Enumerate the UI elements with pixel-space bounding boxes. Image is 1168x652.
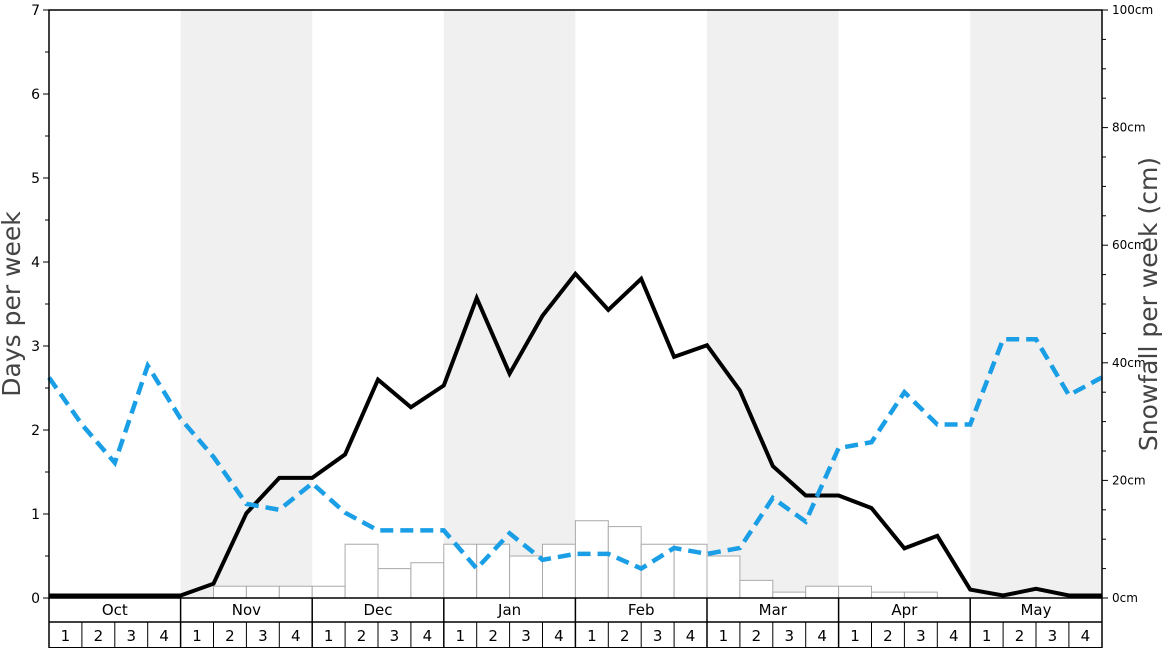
y2-tick-label: 100cm <box>1112 3 1153 17</box>
week-label: 4 <box>159 627 169 645</box>
week-label: 4 <box>554 627 564 645</box>
week-label: 4 <box>686 627 696 645</box>
y2-tick-label: 40cm <box>1112 356 1146 370</box>
month-label: Jan <box>497 601 521 619</box>
snowfall-bar <box>772 591 807 599</box>
snowfall-bar <box>509 555 544 599</box>
snowfall-bar <box>213 585 247 599</box>
snowfall-bar <box>377 568 412 599</box>
week-label: 1 <box>719 627 729 645</box>
week-label: 1 <box>192 627 202 645</box>
y-tick-label: 5 <box>31 171 40 187</box>
series-lines <box>47 270 1103 598</box>
snowfall-bar <box>476 543 511 599</box>
y-axis-right: 0cm 20cm 40cm 60cm 80cm 100cm <box>1102 3 1153 605</box>
week-label: 3 <box>126 627 136 645</box>
month-band <box>443 10 576 598</box>
y-tick-label: 7 <box>31 3 40 19</box>
snowfall-bar <box>311 585 346 599</box>
week-label: 4 <box>291 627 301 645</box>
x-axis-months-weeks: Oct 1 2 3 4 Nov 1 2 3 4 Dec 1 2 3 4 Jan 1 2 3 4 Feb 1 2 3 4 Mar 1 2… <box>61 598 1090 648</box>
snowfall-bar <box>838 585 872 599</box>
week-label: 4 <box>1081 627 1091 645</box>
snowfall-bar <box>640 543 675 599</box>
y2-tick-label: 0cm <box>1112 591 1138 605</box>
month-label: Dec <box>363 601 392 619</box>
y-tick-label: 4 <box>31 255 40 271</box>
snowfall-bar <box>805 585 840 599</box>
snowfall-bar <box>903 591 938 599</box>
month-band <box>970 10 1102 598</box>
snowfall-bar <box>245 585 280 599</box>
month-label: Nov <box>232 601 261 619</box>
snowfall-bar <box>706 555 741 599</box>
week-label: 1 <box>982 627 992 645</box>
snowfall-bar <box>410 562 445 599</box>
snowfall-bar <box>739 579 774 599</box>
y-tick-label: 3 <box>31 339 40 355</box>
y-tick-label: 0 <box>31 591 40 607</box>
week-label: 3 <box>916 627 926 645</box>
snowfall-bars <box>213 520 938 599</box>
y-tick-label: 1 <box>31 507 40 523</box>
week-label: 2 <box>357 627 367 645</box>
week-label: 3 <box>653 627 663 645</box>
week-label: 3 <box>258 627 268 645</box>
y2-axis-label: Snowfall per week (cm) <box>1134 157 1163 451</box>
week-label: 1 <box>61 627 71 645</box>
month-label: Mar <box>759 601 788 619</box>
y2-tick-label: 80cm <box>1112 121 1146 135</box>
month-label: Feb <box>628 601 655 619</box>
week-label: 3 <box>1048 627 1058 645</box>
week-label: 4 <box>423 627 433 645</box>
y-axis-left: 0 1 2 3 4 5 6 7 <box>31 3 49 607</box>
week-label: 1 <box>587 627 597 645</box>
y-axis-label: Days per week <box>0 211 26 397</box>
week-label: 2 <box>883 627 893 645</box>
snow-days-line <box>49 270 1102 598</box>
snowfall-bar <box>542 543 576 599</box>
y2-tick-label: 60cm <box>1112 238 1146 252</box>
week-label: 1 <box>324 627 334 645</box>
month-band <box>180 10 313 598</box>
week-label: 2 <box>94 627 104 645</box>
week-label: 3 <box>521 627 531 645</box>
week-label: 1 <box>850 627 860 645</box>
month-label: Oct <box>102 601 128 619</box>
week-label: 3 <box>784 627 794 645</box>
week-label: 2 <box>488 627 498 645</box>
week-label: 2 <box>620 627 630 645</box>
week-label: 4 <box>817 627 827 645</box>
y-tick-label: 6 <box>31 87 40 103</box>
snowfall-bar <box>344 543 379 599</box>
y-tick-label: 2 <box>31 423 40 439</box>
snowfall-bar <box>574 520 609 599</box>
week-label: 3 <box>390 627 400 645</box>
month-label: May <box>1020 601 1051 619</box>
week-label: 2 <box>1015 627 1025 645</box>
month-band <box>707 10 839 598</box>
snowfall-bar <box>278 585 313 599</box>
snow-depth-line <box>47 337 1103 572</box>
week-label: 2 <box>752 627 762 645</box>
week-label: 4 <box>949 627 959 645</box>
snowfall-bar <box>871 591 905 599</box>
week-label: 2 <box>225 627 235 645</box>
y2-tick-label: 20cm <box>1112 473 1146 487</box>
month-label: Apr <box>891 601 918 619</box>
month-bands <box>180 10 1102 598</box>
week-label: 1 <box>455 627 465 645</box>
